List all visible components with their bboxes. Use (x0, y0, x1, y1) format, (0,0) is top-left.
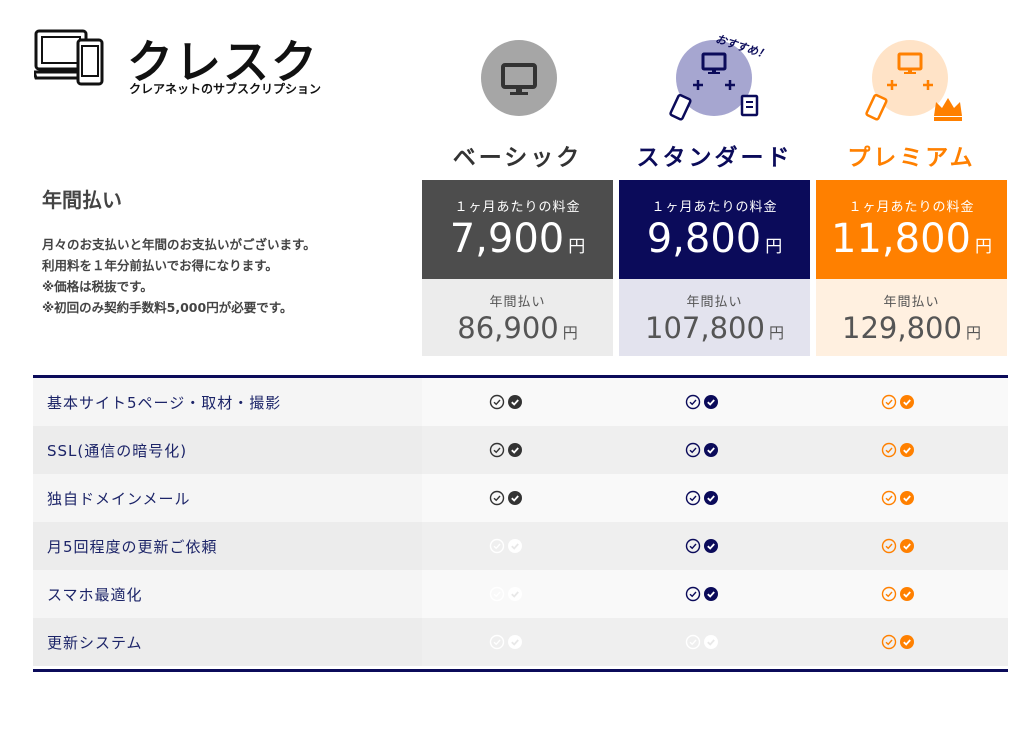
note-line: 利用料を１年分前払いでお得になります。 (42, 258, 278, 273)
monthly-price: 7,900 円 (449, 216, 586, 262)
check-icon (881, 634, 915, 650)
check-icon (881, 442, 915, 458)
monthly-price: 11,800 円 (831, 216, 992, 262)
annual-price: 107,800 円 (645, 311, 784, 345)
check-icon (881, 490, 915, 506)
annual-price-label: 年間払い (686, 295, 743, 310)
feature-row: 独自ドメインメール (33, 474, 1008, 522)
check-icon (881, 586, 915, 602)
feature-row: スマホ最適化 (33, 570, 1008, 618)
basic-plan-name: ベーシック (452, 145, 583, 171)
feature-row: SSL(通信の暗号化) (33, 426, 1008, 474)
check-icon (685, 586, 719, 602)
check-icon (489, 442, 523, 458)
annual-price-label: 年間払い (883, 295, 940, 310)
standard-monthly-price-box: １ヶ月あたりの料金 9,800 円 (619, 180, 810, 279)
standard-plan-name: スタンダード (636, 145, 793, 171)
logo-subtitle: クレアネットのサブスクリプション (129, 82, 322, 96)
check-icon (881, 538, 915, 554)
table-top-border (33, 375, 1008, 378)
monthly-price: 9,800 円 (646, 216, 783, 262)
basic-annual-price-box: 年間払い 86,900 円 (422, 279, 613, 356)
premium-plan-name: プレミアム (847, 145, 976, 171)
feature-label: 基本サイト5ページ・取材・撮影 (47, 394, 282, 412)
check-icon (685, 490, 719, 506)
annual-price-label: 年間払い (489, 295, 546, 310)
premium-plan-icon (862, 40, 972, 130)
check-icon (685, 394, 719, 410)
annual-price: 86,900 円 (457, 311, 578, 345)
note-line: ※価格は税抜です。 (42, 279, 153, 294)
feature-label: SSL(通信の暗号化) (47, 442, 188, 460)
feature-row: 月5回程度の更新ご依頼 (33, 522, 1008, 570)
check-icon-inactive (489, 586, 523, 602)
note-line: ※初回のみ契約手数料5,000円が必要です。 (42, 300, 293, 315)
check-icon (881, 394, 915, 410)
feature-row: 更新システム (33, 618, 1008, 666)
logo-title: クレスク (127, 35, 319, 89)
feature-label: 独自ドメインメール (47, 490, 191, 508)
standard-annual-price-box: 年間払い 107,800 円 (619, 279, 810, 356)
premium-monthly-price-box: １ヶ月あたりの料金 11,800 円 (816, 180, 1007, 279)
monthly-price-label: １ヶ月あたりの料金 (651, 200, 778, 215)
check-icon-inactive (685, 634, 719, 650)
check-icon (489, 394, 523, 410)
basic-plan-icon (470, 40, 580, 130)
check-icon-inactive (489, 634, 523, 650)
check-icon (685, 442, 719, 458)
premium-annual-price-box: 年間払い 129,800 円 (816, 279, 1007, 356)
feature-label: スマホ最適化 (47, 586, 143, 604)
monthly-price-label: １ヶ月あたりの料金 (848, 200, 975, 215)
logo[interactable]: クレスク クレアネットのサブスクリプション (34, 28, 334, 98)
note-line: 月々のお支払いと年間のお支払いがございます。 (42, 237, 316, 252)
feature-label: 更新システム (47, 634, 143, 652)
annual-payment-title: 年間払い (42, 188, 122, 212)
standard-plan-icon (666, 40, 776, 130)
feature-row: 基本サイト5ページ・取材・撮影 (33, 378, 1008, 426)
check-icon (685, 538, 719, 554)
check-icon-inactive (489, 538, 523, 554)
monthly-price-label: １ヶ月あたりの料金 (454, 200, 581, 215)
check-icon (489, 490, 523, 506)
basic-monthly-price-box: １ヶ月あたりの料金 7,900 円 (422, 180, 613, 279)
devices-icon (34, 29, 104, 86)
table-bottom-border (33, 669, 1008, 672)
feature-label: 月5回程度の更新ご依頼 (47, 538, 218, 556)
annual-price: 129,800 円 (842, 311, 981, 345)
payment-notes: 月々のお支払いと年間のお支払いがございます。 利用料を１年分前払いでお得になりま… (42, 234, 316, 318)
